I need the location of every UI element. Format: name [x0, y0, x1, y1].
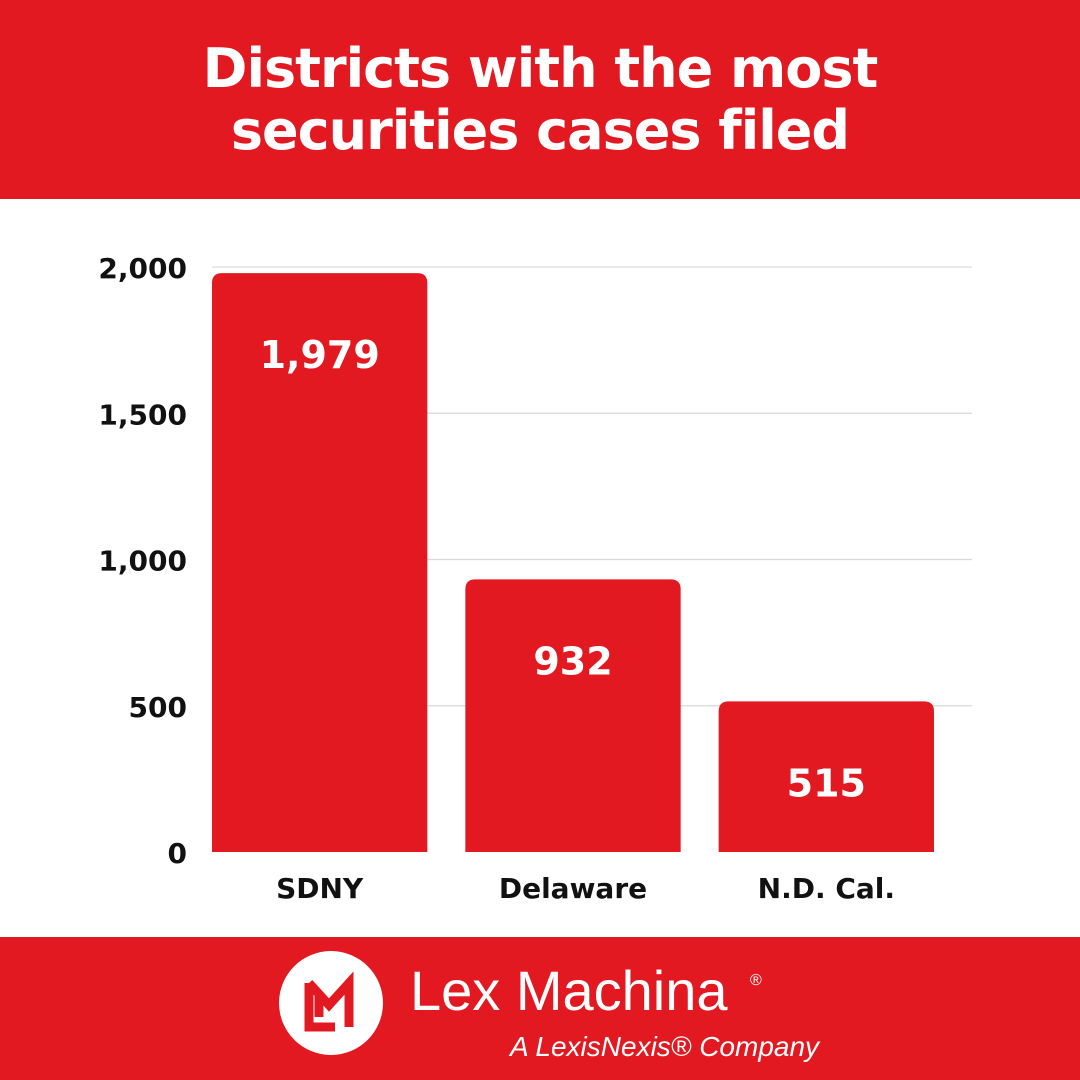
brand-tagline: A LexisNexis® Company — [510, 1031, 820, 1062]
chart-title-line-2: securities cases filed — [230, 98, 850, 162]
x-tick-label: Delaware — [499, 872, 647, 905]
chart-title: Districts with the most securities cases… — [202, 36, 879, 162]
chart-area: 0 500 1,000 1,500 2,000 1,979 932 515 SDNY Dela… — [0, 199, 1080, 937]
chart-title-line-1: Districts with the most — [202, 36, 879, 100]
y-tick-label: 500 — [129, 691, 187, 724]
y-tick-label: 1,000 — [98, 545, 187, 578]
y-axis-ticks: 0 500 1,000 1,500 2,000 — [98, 252, 187, 870]
x-tick-label: N.D. Cal. — [758, 872, 895, 905]
bar-value-label: 515 — [787, 761, 866, 805]
footer-banner: Lex Machina ® A LexisNexis® Company — [0, 937, 1080, 1080]
data-labels: 1,979 932 515 — [260, 333, 866, 805]
bars — [212, 273, 934, 852]
x-axis-ticks: SDNY Delaware N.D. Cal. — [276, 872, 895, 905]
bar-delaware — [465, 579, 681, 852]
header-banner: Districts with the most securities cases… — [0, 0, 1080, 199]
x-tick-label: SDNY — [276, 872, 364, 905]
bar-value-label: 1,979 — [260, 333, 380, 377]
y-tick-label: 2,000 — [98, 252, 187, 285]
y-tick-label: 0 — [168, 837, 187, 870]
bar-n-d-cal — [718, 701, 934, 852]
registered-mark: ® — [750, 972, 762, 989]
lex-machina-logo-icon — [279, 951, 383, 1055]
y-tick-label: 1,500 — [98, 398, 187, 431]
bar-sdny — [212, 273, 428, 852]
bar-value-label: 932 — [533, 639, 612, 683]
bar-chart: 0 500 1,000 1,500 2,000 1,979 932 515 SDNY Dela… — [98, 252, 972, 905]
brand-name: Lex Machina — [410, 959, 728, 1022]
